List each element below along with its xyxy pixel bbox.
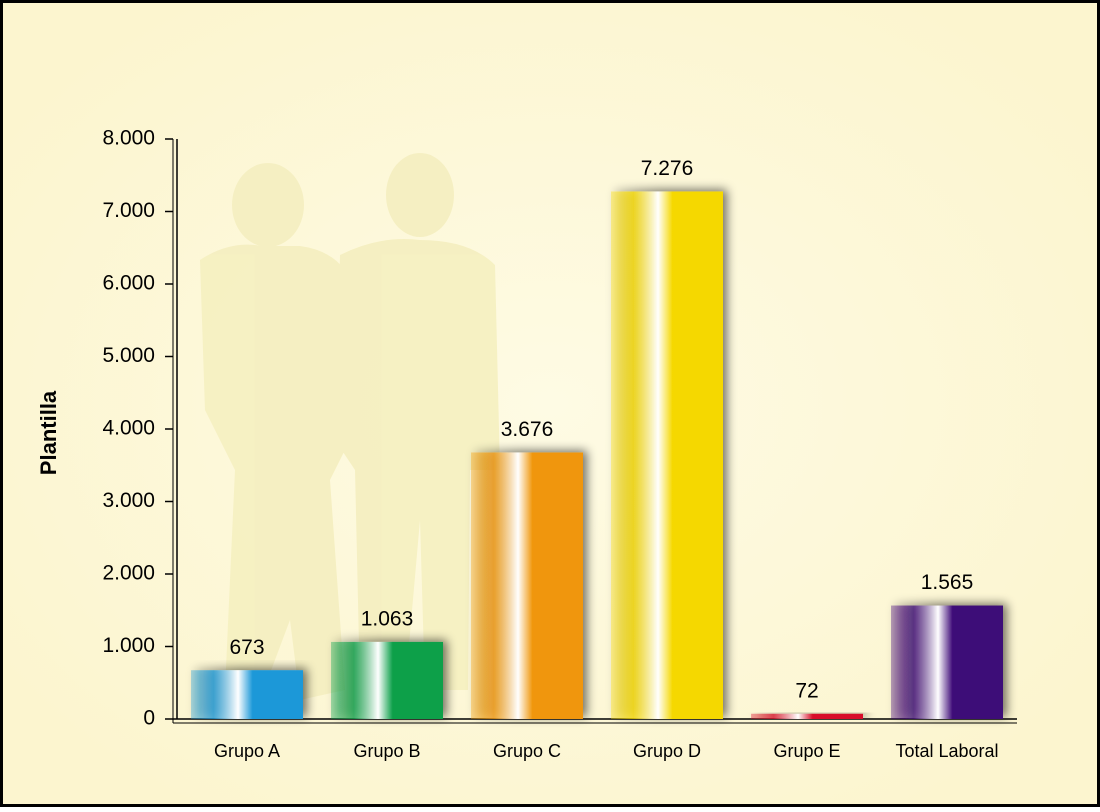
value-label: 1.063 bbox=[361, 607, 414, 630]
y-tick-label: 7.000 bbox=[102, 199, 155, 222]
bar bbox=[191, 670, 303, 719]
x-tick-label: Grupo B bbox=[353, 741, 420, 761]
y-tick-label: 6.000 bbox=[102, 272, 155, 295]
y-tick-label: 1.000 bbox=[102, 634, 155, 657]
y-tick-label: 0 bbox=[143, 707, 155, 730]
x-tick-label: Grupo E bbox=[773, 741, 840, 761]
value-label: 72 bbox=[795, 679, 818, 702]
value-label: 673 bbox=[229, 636, 264, 659]
y-tick-label: 3.000 bbox=[102, 489, 155, 512]
value-label: 1.565 bbox=[921, 571, 974, 594]
x-tick-label: Grupo D bbox=[633, 741, 701, 761]
value-label: 3.676 bbox=[501, 418, 554, 441]
silhouette bbox=[200, 153, 500, 700]
bar bbox=[331, 641, 443, 719]
bar bbox=[751, 713, 863, 719]
x-tick-label: Total Laboral bbox=[895, 741, 998, 761]
y-tick-label: 2.000 bbox=[102, 562, 155, 585]
y-tick-label: 4.000 bbox=[102, 417, 155, 440]
x-tick-label: Grupo A bbox=[214, 741, 280, 761]
y-tick-label: 5.000 bbox=[102, 344, 155, 367]
x-tick-label: Grupo C bbox=[493, 741, 561, 761]
y-tick-label: 8.000 bbox=[102, 127, 155, 150]
bar bbox=[891, 605, 1003, 719]
bar bbox=[471, 452, 583, 719]
bar bbox=[611, 191, 723, 720]
value-label: 7.276 bbox=[641, 157, 694, 180]
plot: 0 1.000 2.000 3.000 4.000 5.000 6.000 7.000 8.00… bbox=[102, 127, 1017, 761]
y-axis-title: Plantilla bbox=[36, 390, 61, 475]
